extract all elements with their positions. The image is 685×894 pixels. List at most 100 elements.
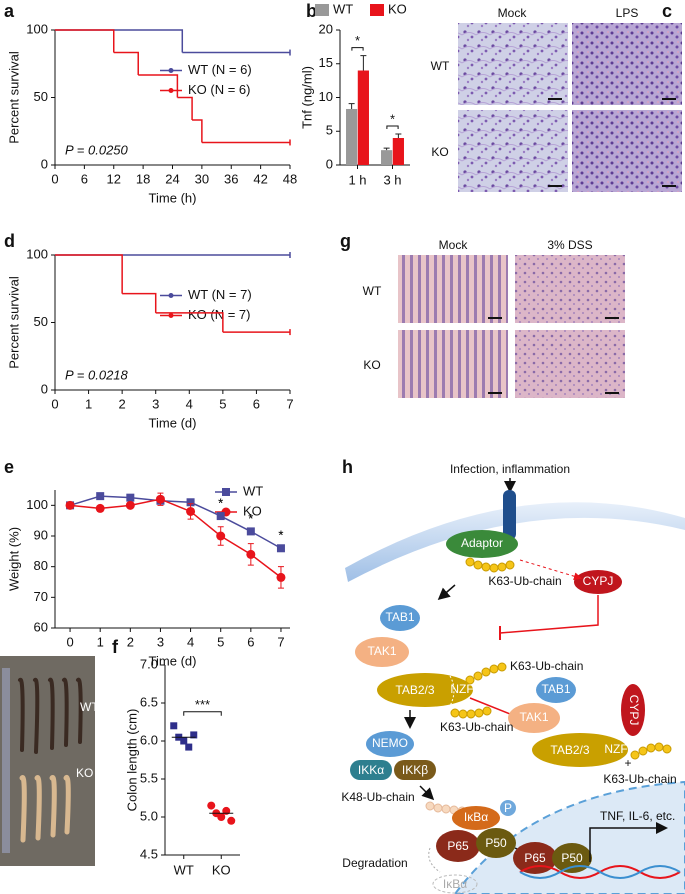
label: K63-Ub-chain xyxy=(603,772,676,786)
panel-g: g Mock 3% DSS WT KO xyxy=(340,231,625,398)
ikba-degraded xyxy=(432,874,478,894)
panel-label: g xyxy=(340,231,351,251)
y-axis-label: Weight (%) xyxy=(6,527,21,591)
marker xyxy=(125,500,135,510)
label: P65 xyxy=(447,839,469,853)
marker xyxy=(180,737,188,745)
series-line xyxy=(69,495,282,549)
panel-label: b xyxy=(306,1,317,21)
marker xyxy=(168,313,174,318)
legend-label: KO xyxy=(243,503,262,518)
tak1 xyxy=(508,703,560,733)
significance: * xyxy=(218,495,223,510)
colon-photo: WT KO xyxy=(0,656,99,866)
y-tick-label: 50 xyxy=(34,89,48,104)
p65 xyxy=(436,830,480,862)
y-tick-label: 70 xyxy=(34,589,48,604)
y-tick-label: 100 xyxy=(26,246,48,261)
y-tick-label: 15 xyxy=(319,55,333,70)
legend-label: KO xyxy=(388,1,407,16)
photo-label: KO xyxy=(76,766,93,780)
y-axis-label: Percent survival xyxy=(6,276,21,369)
p-value: P = 0.0218 xyxy=(65,367,129,382)
p-value: P = 0.0250 xyxy=(65,142,129,157)
survival-step xyxy=(122,292,157,313)
ikba xyxy=(452,806,500,830)
bar xyxy=(346,108,358,165)
x-tick-label: 5 xyxy=(217,634,224,649)
x-tick-label: 6 xyxy=(253,396,260,411)
marker xyxy=(168,68,174,73)
y-tick-label: 5.5 xyxy=(140,770,158,785)
x-tick-label: 0 xyxy=(51,171,58,186)
nzf-border xyxy=(449,675,455,707)
survival-step xyxy=(55,29,184,53)
x-axis-label: Time (d) xyxy=(149,653,197,668)
label: P65 xyxy=(524,851,546,865)
y-tick-label: 20 xyxy=(319,21,333,36)
error-bar xyxy=(348,103,355,109)
significance-bracket xyxy=(386,125,399,129)
error-bar xyxy=(360,55,367,71)
survival-step xyxy=(177,96,193,121)
error-bar xyxy=(383,147,390,151)
label: K63-Ub-chain xyxy=(510,659,583,673)
survival-step xyxy=(113,51,139,75)
marker xyxy=(168,88,174,93)
x-tick-label: 1 xyxy=(85,396,92,411)
y-tick-label: 50 xyxy=(34,314,48,329)
marker xyxy=(155,494,165,504)
scale-bars xyxy=(488,317,619,394)
column-label: Mock xyxy=(439,238,469,252)
scale-bars xyxy=(548,98,676,187)
x-tick-label: 0 xyxy=(51,396,58,411)
y-tick-label: 60 xyxy=(34,619,48,634)
y-axis-label: Percent survival xyxy=(6,51,21,144)
micrograph xyxy=(398,330,508,398)
x-tick-label: 2 xyxy=(127,634,134,649)
photo-label: WT xyxy=(80,700,99,714)
inhibition xyxy=(499,595,599,634)
y-axis-label: Colon length (cm) xyxy=(124,709,139,812)
micrograph xyxy=(458,23,568,105)
colons xyxy=(18,677,83,754)
diagram-labels: Infection, inflammation Adaptor K63-Ub-c… xyxy=(341,462,676,891)
panel-c: c Mock LPS WT KO xyxy=(431,1,682,192)
dna xyxy=(519,865,681,879)
x-tick-label: 7 xyxy=(277,634,284,649)
legend-swatch xyxy=(370,4,384,16)
column-label: 3% DSS xyxy=(547,238,592,252)
y-tick-label: 4.5 xyxy=(140,846,158,861)
legend-label: KO (N = 6) xyxy=(188,82,251,97)
x-tick-label: 4 xyxy=(187,634,194,649)
row-label: KO xyxy=(431,145,448,159)
label: TAK1 xyxy=(519,710,548,724)
row-label: KO xyxy=(363,358,380,372)
cypj xyxy=(574,570,622,594)
label: K63-Ub-chain xyxy=(440,720,513,734)
label: TNF, IL-6, etc. xyxy=(600,809,675,823)
y-tick-label: 100 xyxy=(26,497,48,512)
legend-label: WT xyxy=(333,1,353,16)
significance-bracket xyxy=(351,47,364,51)
micrograph xyxy=(458,110,568,192)
phospho xyxy=(500,800,516,816)
label: IKKβ xyxy=(402,763,428,777)
marker xyxy=(227,816,236,825)
micrograph xyxy=(515,255,625,323)
x-tick-label: 1 xyxy=(97,634,104,649)
significance: *** xyxy=(195,697,210,712)
legend-label: WT (N = 6) xyxy=(188,62,252,77)
y-tick-label: 0 xyxy=(41,156,48,171)
label: Infection, inflammation xyxy=(450,462,570,476)
row-label: WT xyxy=(363,284,382,298)
label: NZF xyxy=(604,742,627,756)
significance-bracket xyxy=(183,711,222,716)
x-axis-label: Time (h) xyxy=(149,190,197,205)
marker xyxy=(216,512,225,521)
marker xyxy=(96,492,105,501)
ub-chain xyxy=(450,557,672,760)
label: TAB1 xyxy=(385,610,414,624)
marker xyxy=(65,500,75,510)
